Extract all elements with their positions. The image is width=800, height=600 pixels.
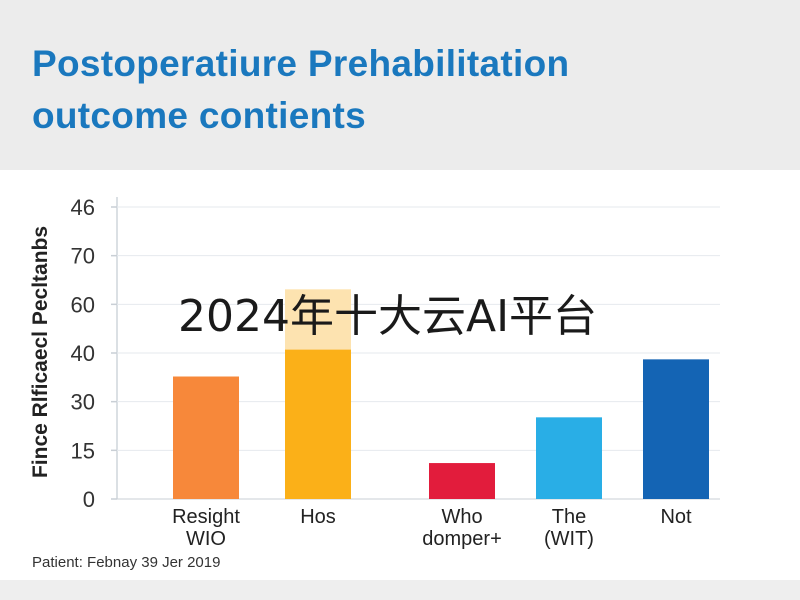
bottom-strip <box>0 580 800 600</box>
header-band <box>0 0 800 170</box>
y-tick-label: 40 <box>71 341 95 366</box>
y-tick-label: 15 <box>71 438 95 463</box>
y-tick-label: 30 <box>71 390 95 415</box>
y-tick-label: 46 <box>71 195 95 220</box>
y-axis-label: Fince Rlficaecl Pecltanbs <box>29 226 52 478</box>
watermark-text: 2024年十大云AI平台 <box>178 291 598 342</box>
x-category-label: Not <box>660 506 692 528</box>
y-tick-label: 70 <box>71 244 95 269</box>
x-category-label: Hos <box>300 506 336 528</box>
chart-title: Postoperatiure Prehabilitation outcome c… <box>32 43 570 136</box>
bar <box>285 349 351 499</box>
bar-upper-segment <box>285 289 351 350</box>
footer-caption: Patient: Febnay 39 Jer 2019 <box>32 554 221 571</box>
x-category-label: (WIT) <box>544 528 594 550</box>
x-category-label: domper+ <box>422 528 502 550</box>
x-category-label: The <box>552 506 586 528</box>
bar <box>643 359 709 499</box>
x-category-label: Resight <box>172 506 240 528</box>
x-category-label: Who <box>441 506 482 528</box>
x-category-label: WIO <box>186 528 226 550</box>
bar <box>429 463 495 499</box>
bar <box>173 376 239 499</box>
y-tick-label: 0 <box>83 487 95 512</box>
y-tick-label: 60 <box>71 292 95 317</box>
bar <box>536 417 602 499</box>
